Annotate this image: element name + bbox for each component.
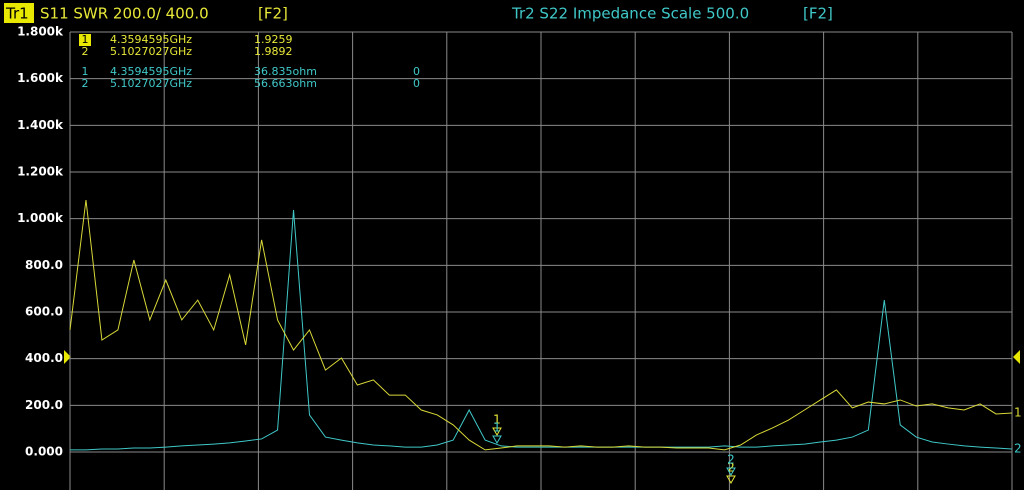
- marker-freq: 5.1027027GHz: [110, 77, 192, 90]
- marker-extra: 0: [413, 65, 420, 78]
- marker-freq: 4.3594595GHz: [110, 65, 192, 78]
- y-tick-label: 600.0: [25, 305, 63, 319]
- trace-badge-label: Tr1: [5, 5, 29, 23]
- y-tick-label: 200.0: [25, 398, 63, 412]
- y-tick-label: 0.000: [25, 445, 63, 459]
- marker-extra: 0: [413, 77, 420, 90]
- marker-id: 2: [82, 45, 89, 58]
- trace2-title: Tr2 S22 Impedance Scale 500.0: [511, 5, 749, 23]
- y-tick-label: 1.600k: [17, 71, 64, 85]
- trace-badge: [4, 3, 34, 23]
- active-marker-box: [79, 34, 91, 46]
- marker-triangle: [492, 435, 502, 445]
- marker-flag: 1: [493, 421, 501, 435]
- trace-line: [70, 209, 1013, 451]
- marker-flag: 2: [727, 453, 735, 467]
- y-tick-label: 1.200k: [17, 165, 64, 179]
- y-tick-label: 800.0: [25, 258, 63, 272]
- marker-id: 2: [82, 77, 89, 90]
- trace1-title: S11 SWR 200.0/ 400.0: [40, 5, 209, 23]
- y-tick-label: 1.000k: [17, 211, 64, 225]
- y-tick-label: 1.800k: [17, 25, 64, 39]
- marker-value: 1.9892: [254, 45, 293, 58]
- marker-id: 1: [82, 65, 89, 78]
- ref-marker: [1013, 350, 1020, 364]
- marker-id: 1: [82, 33, 89, 46]
- trace1-format: [F2]: [258, 5, 288, 23]
- trace2-format: [F2]: [803, 5, 833, 23]
- marker-value: 36.835ohm: [254, 65, 317, 78]
- marker-value: 1.9259: [254, 33, 293, 46]
- marker-freq: 5.1027027GHz: [110, 45, 192, 58]
- trace-line: [69, 199, 1013, 451]
- marker-value: 56.663ohm: [254, 77, 317, 90]
- trace-end-label: 1: [1014, 406, 1022, 420]
- trace-end-label: 2: [1014, 441, 1022, 455]
- y-tick-label: 1.400k: [17, 118, 64, 132]
- y-tick-label: 400.0: [25, 351, 63, 365]
- marker-triangle: [726, 467, 736, 477]
- ref-marker: [64, 350, 71, 364]
- marker-freq: 4.3594595GHz: [110, 33, 192, 46]
- marker-flag: 1: [493, 413, 501, 427]
- marker-triangle: [492, 427, 502, 437]
